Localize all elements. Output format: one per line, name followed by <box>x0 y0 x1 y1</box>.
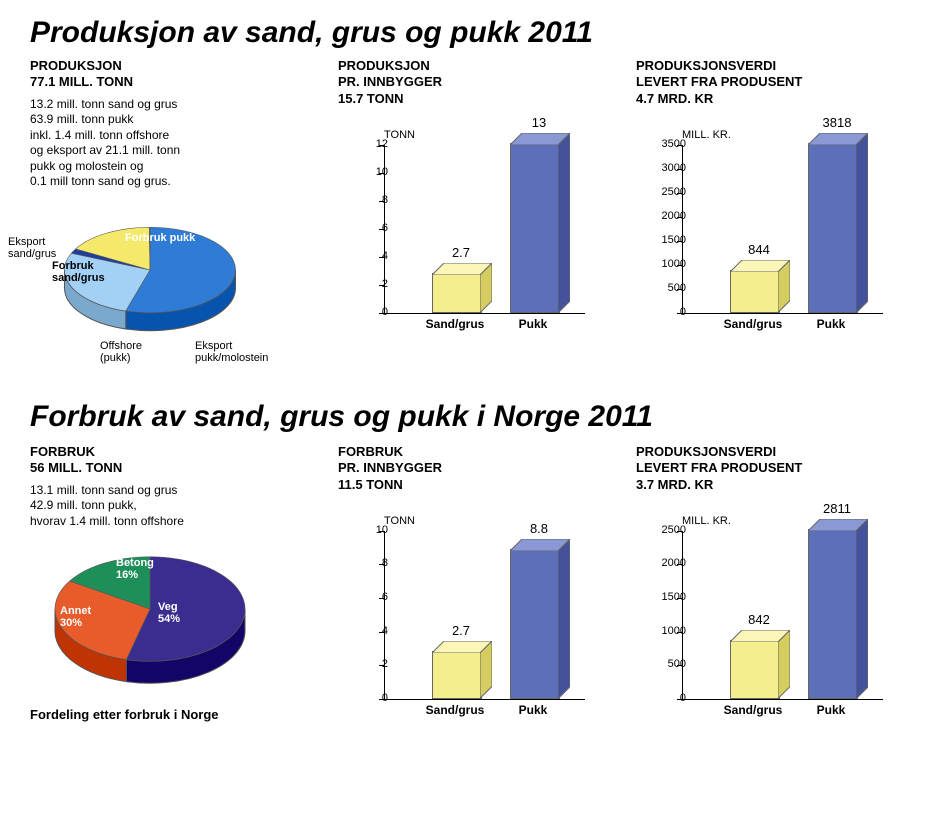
section1-mid-head: PRODUKSJON PR. INNBYGGER 15.7 TONN <box>338 58 608 107</box>
bar-value-label: 8.8 <box>509 521 569 536</box>
section1-mid: PRODUKSJON PR. INNBYGGER 15.7 TONN TONN 0… <box>338 58 608 349</box>
bar <box>432 653 480 698</box>
y-tick-label: 2000 <box>652 210 686 222</box>
section2-right-chart: MILL. KR. 0 500 1000 1500 2000 2500 842 Sand/gru… <box>636 495 896 735</box>
bar <box>432 275 480 313</box>
section2-pie: Veg 54% Annet 30% Betong 16% <box>30 539 290 699</box>
bar-category-label: Pukk <box>498 703 568 717</box>
y-tick-label: 0 <box>354 692 388 704</box>
bar-category-label: Sand/grus <box>718 317 788 331</box>
y-tick-label: 500 <box>652 658 686 670</box>
section2-mid: FORBRUK PR. INNBYGGER 11.5 TONN TONN 0 2 4 6… <box>338 444 608 735</box>
bar <box>510 145 558 313</box>
section2-mid-chart: TONN 0 2 4 6 8 10 2.7 Sand/grus 8.8 Pukk <box>338 495 598 735</box>
axis-label: MILL. KR. <box>682 129 731 141</box>
y-tick-label: 2500 <box>652 186 686 198</box>
axis-label: MILL. KR. <box>682 515 731 527</box>
y-tick-label: 0 <box>652 692 686 704</box>
y-tick-label: 500 <box>652 282 686 294</box>
axis-label: TONN <box>384 515 415 527</box>
section2-left-head: FORBRUK 56 MILL. TONN <box>30 444 310 477</box>
bar <box>808 145 856 313</box>
bar-category-label: Sand/grus <box>718 703 788 717</box>
section1-left: PRODUKSJON 77.1 MILL. TONN 13.2 mill. to… <box>30 58 310 370</box>
y-tick-label: 2000 <box>652 557 686 569</box>
bar-value-label: 3818 <box>807 115 867 130</box>
bar <box>808 531 856 699</box>
bar <box>510 551 558 699</box>
axis-label: TONN <box>384 129 415 141</box>
section1-right: PRODUKSJONSVERDI LEVERT FRA PRODUSENT 4.… <box>636 58 916 349</box>
section2-right: PRODUKSJONSVERDI LEVERT FRA PRODUSENT 3.… <box>636 444 916 735</box>
bar-category-label: Pukk <box>796 317 866 331</box>
bar-value-label: 844 <box>729 242 789 257</box>
bar-value-label: 2811 <box>807 501 867 516</box>
bar-value-label: 13 <box>509 115 569 130</box>
section2-left: FORBRUK 56 MILL. TONN 13.1 mill. tonn sa… <box>30 444 310 722</box>
y-tick-label: 10 <box>354 166 388 178</box>
section1-left-body: 13.2 mill. tonn sand og grus 63.9 mill. … <box>30 97 310 191</box>
bar-value-label: 2.7 <box>431 245 491 260</box>
y-tick-label: 10 <box>354 524 388 536</box>
y-tick-label: 3500 <box>652 138 686 150</box>
section1-title: Produksjon av sand, grus og pukk 2011 <box>30 16 922 50</box>
pie-slice-label: Forbruk pukk <box>125 232 195 244</box>
pie-slice-label: Forbruk sand/grus <box>52 260 105 284</box>
y-tick-label: 2500 <box>652 524 686 536</box>
section2-title: Forbruk av sand, grus og pukk i Norge 20… <box>30 400 922 434</box>
y-tick-label: 1000 <box>652 258 686 270</box>
bar-category-label: Sand/grus <box>420 703 490 717</box>
section1-mid-chart: TONN 0 2 4 6 8 10 12 2.7 Sand/grus 13 Pukk <box>338 109 598 349</box>
y-tick-label: 1500 <box>652 234 686 246</box>
y-tick-label: 0 <box>354 306 388 318</box>
pie-slice-label: Veg 54% <box>158 601 180 625</box>
section2-mid-head: FORBRUK PR. INNBYGGER 11.5 TONN <box>338 444 608 493</box>
y-tick-label: 2 <box>354 278 388 290</box>
section1-pie: Forbruk pukk Eksport pukk/molostein Offsho… <box>30 190 290 370</box>
section1-right-chart: MILL. KR. 0 500 1000 1500 2000 2500 3000 3500 844… <box>636 109 896 349</box>
y-tick-label: 1500 <box>652 591 686 603</box>
y-tick-label: 3000 <box>652 162 686 174</box>
pie-slice-label: Betong 16% <box>116 557 154 581</box>
y-tick-label: 6 <box>354 591 388 603</box>
y-tick-label: 1000 <box>652 625 686 637</box>
y-tick-label: 6 <box>354 222 388 234</box>
section2-right-head: PRODUKSJONSVERDI LEVERT FRA PRODUSENT 3.… <box>636 444 916 493</box>
y-tick-label: 12 <box>354 138 388 150</box>
section2-pie-title: Fordeling etter forbruk i Norge <box>30 707 310 722</box>
y-tick-label: 8 <box>354 557 388 569</box>
section2-left-body: 13.1 mill. tonn sand og grus 42.9 mill. … <box>30 483 310 530</box>
pie-slice-label: Offshore (pukk) <box>100 340 142 364</box>
y-tick-label: 4 <box>354 250 388 262</box>
y-tick-label: 2 <box>354 658 388 670</box>
pie-slice-label: Eksport pukk/molostein <box>195 340 268 364</box>
bar-value-label: 2.7 <box>431 623 491 638</box>
bar-category-label: Pukk <box>498 317 568 331</box>
bar-category-label: Pukk <box>796 703 866 717</box>
y-tick-label: 4 <box>354 625 388 637</box>
y-tick-label: 8 <box>354 194 388 206</box>
pie-slice-label: Annet 30% <box>60 605 91 629</box>
pie-slice-label: Eksport sand/grus <box>8 236 56 260</box>
section1-right-head: PRODUKSJONSVERDI LEVERT FRA PRODUSENT 4.… <box>636 58 916 107</box>
section-produksjon: Produksjon av sand, grus og pukk 2011 PR… <box>30 16 922 370</box>
bar <box>730 272 778 313</box>
bar-value-label: 842 <box>729 612 789 627</box>
section-forbruk: Forbruk av sand, grus og pukk i Norge 20… <box>30 400 922 735</box>
bar-category-label: Sand/grus <box>420 317 490 331</box>
section1-left-head: PRODUKSJON 77.1 MILL. TONN <box>30 58 310 91</box>
bar <box>730 642 778 699</box>
y-tick-label: 0 <box>652 306 686 318</box>
